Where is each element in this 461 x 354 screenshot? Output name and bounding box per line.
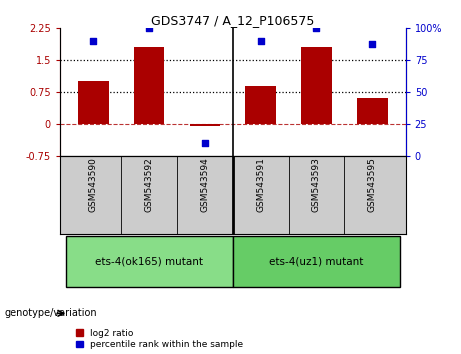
Bar — [78, 81, 109, 124]
Point — [146, 25, 153, 31]
Point — [90, 38, 97, 44]
Bar — [134, 47, 165, 124]
Legend: log2 ratio, percentile rank within the sample: log2 ratio, percentile rank within the s… — [76, 329, 243, 349]
Bar — [189, 124, 220, 126]
Text: GSM543593: GSM543593 — [312, 157, 321, 212]
Point — [257, 38, 264, 44]
Point — [201, 140, 209, 146]
Text: genotype/variation: genotype/variation — [5, 308, 97, 318]
Bar — [245, 86, 276, 124]
Text: ets-4(uz1) mutant: ets-4(uz1) mutant — [269, 257, 364, 267]
Text: GSM543592: GSM543592 — [145, 157, 154, 212]
Text: GSM543590: GSM543590 — [89, 157, 98, 212]
Text: ets-4(ok165) mutant: ets-4(ok165) mutant — [95, 257, 203, 267]
Bar — [301, 47, 332, 124]
Text: GSM543595: GSM543595 — [368, 157, 377, 212]
Point — [368, 41, 376, 46]
Point — [313, 25, 320, 31]
Bar — [357, 98, 388, 124]
Text: GSM543594: GSM543594 — [201, 157, 209, 212]
Bar — [65, 236, 233, 287]
Bar — [233, 236, 400, 287]
Title: GDS3747 / A_12_P106575: GDS3747 / A_12_P106575 — [151, 14, 314, 27]
Text: GSM543591: GSM543591 — [256, 157, 265, 212]
